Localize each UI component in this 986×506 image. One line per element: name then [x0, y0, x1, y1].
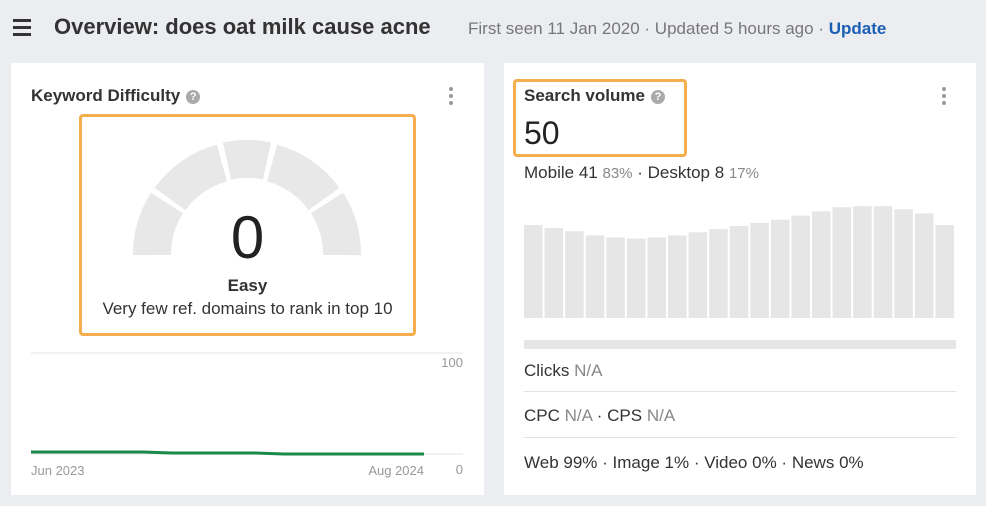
traffic-value: 0%	[752, 453, 777, 472]
bar	[935, 224, 954, 318]
kd-card: Keyword Difficulty? 0 Easy Very few ref.…	[11, 63, 484, 495]
menu-icon[interactable]	[13, 19, 31, 36]
cpc-cps: CPC N/A · CPS N/A	[524, 406, 676, 425]
kd-title: Keyword Difficulty?	[31, 86, 201, 106]
cpc-label: CPC	[524, 406, 560, 425]
bar	[832, 207, 852, 318]
clicks-label: Clicks	[524, 361, 570, 380]
gauge	[133, 139, 361, 256]
cpc-value: N/A	[564, 406, 593, 425]
traffic-value: 99%	[563, 453, 598, 472]
desktop-share: 17%	[728, 165, 759, 182]
updated: Updated 5 hours ago	[654, 19, 814, 38]
bar	[524, 224, 543, 318]
x-label: Jun 2023	[31, 463, 85, 478]
y-tick-label: 0	[456, 462, 463, 477]
gauge-seg	[154, 144, 228, 211]
kd-label: Easy	[227, 276, 268, 295]
cps-value: N/A	[646, 406, 676, 425]
strip	[524, 340, 956, 349]
x-label: Aug 2024	[368, 463, 424, 478]
sv-card: Search volume? 50 Mobile 41 83% · Deskto…	[504, 63, 976, 495]
highlight	[513, 79, 687, 157]
bar	[565, 231, 584, 318]
mobile-share: 83%	[602, 165, 633, 182]
bar	[544, 228, 564, 318]
sv-title-text: Search volume	[524, 86, 645, 105]
bar	[729, 226, 749, 318]
sv-history	[524, 206, 954, 318]
bar	[750, 222, 769, 318]
mobile-label: Mobile	[524, 163, 575, 182]
bar	[894, 209, 913, 318]
bar	[688, 232, 708, 318]
gauge-seg	[266, 144, 340, 211]
traffic-label: Image	[612, 453, 660, 472]
traffic-split: Web 99% · Image 1% · Video 0% · News 0%	[524, 453, 864, 472]
bar	[647, 237, 666, 318]
bar	[709, 229, 728, 318]
menu-dots[interactable]	[942, 87, 946, 108]
bar	[770, 219, 790, 318]
traffic-value: 0%	[839, 453, 864, 472]
traffic-label: News	[791, 453, 835, 472]
traffic-label: Video	[704, 453, 748, 472]
mobile-value: 41	[578, 163, 598, 182]
bar	[626, 238, 646, 318]
first-seen: First seen 11 Jan 2020	[468, 19, 640, 38]
meta: First seen 11 Jan 2020 · Updated 5 hours…	[468, 19, 887, 38]
clicks-value: N/A	[574, 361, 603, 380]
trend-line	[31, 450, 424, 456]
clicks: Clicks N/A	[524, 361, 602, 381]
gauge-seg	[310, 192, 361, 256]
gauge-seg	[133, 192, 184, 256]
desktop-value: 8	[714, 163, 725, 182]
bar	[853, 206, 872, 318]
bar	[873, 206, 893, 318]
sv-title: Search volume?	[524, 86, 665, 106]
kd-value: 0	[230, 204, 265, 271]
bar	[791, 215, 810, 318]
kd-description: Very few ref. domains to rank in top 10	[102, 299, 393, 318]
bar	[668, 235, 687, 318]
bar	[585, 235, 605, 318]
kd-trend: 0 100 Jun 2023 Aug 2024	[31, 352, 463, 478]
device-split: Mobile 41 83% · Desktop 8 17%	[524, 163, 759, 182]
divider	[524, 437, 956, 438]
traffic-label: Web	[524, 453, 559, 472]
cps-label: CPS	[607, 406, 643, 425]
bar	[606, 237, 625, 318]
kd-title-text: Keyword Difficulty	[31, 86, 181, 105]
update-link[interactable]: Update	[828, 19, 887, 38]
highlight	[79, 114, 416, 336]
menu-dots[interactable]	[449, 87, 453, 108]
gauge-seg	[223, 139, 271, 180]
divider	[524, 391, 956, 392]
bar	[812, 211, 831, 318]
bar	[914, 213, 934, 318]
y-tick-label: 100	[441, 355, 463, 370]
page-title: Overview: does oat milk cause acne	[54, 14, 431, 39]
desktop-label: Desktop	[647, 163, 710, 182]
sv-value: 50	[524, 115, 560, 151]
traffic-value: 1%	[664, 453, 690, 472]
